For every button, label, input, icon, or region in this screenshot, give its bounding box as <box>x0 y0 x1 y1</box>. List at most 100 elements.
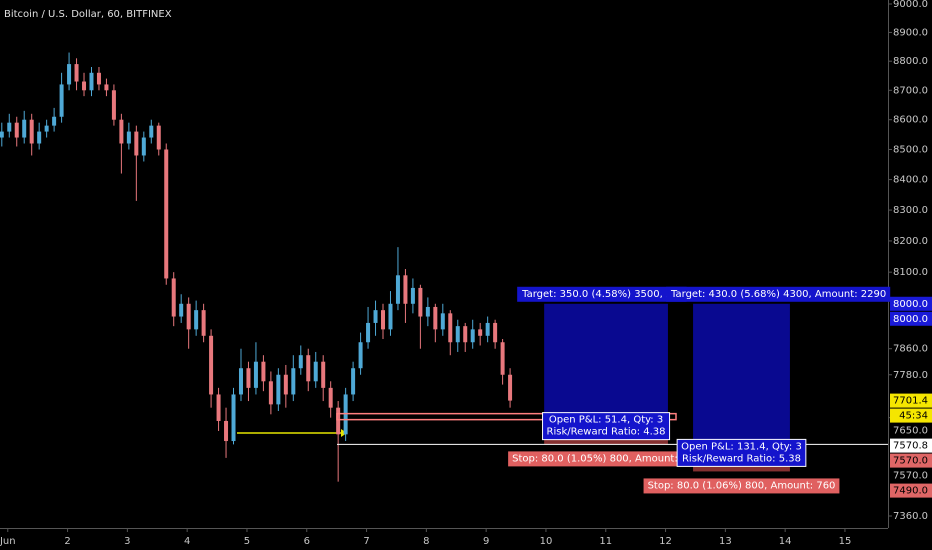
candle-body <box>478 329 483 336</box>
y-tick-label: 7650.0 <box>893 426 928 437</box>
x-tick-label: Jun <box>0 536 16 547</box>
candle-body <box>358 342 363 369</box>
pnl-label-bg <box>676 438 807 467</box>
candle-body <box>111 90 116 120</box>
profit-zone <box>544 303 668 418</box>
candle-body <box>500 342 505 375</box>
stop-label: Stop: 80.0 (1.06%) 800, Amount: 760 <box>648 480 836 491</box>
rr-label: Risk/Reward Ratio: 5.38 <box>682 453 801 464</box>
candle-body <box>455 326 460 343</box>
candle-body <box>171 278 176 317</box>
candle-body <box>283 374 288 395</box>
candle-body <box>395 275 400 304</box>
x-tick-label: 11 <box>599 536 612 547</box>
x-tick-label: 14 <box>779 536 792 547</box>
candle-body <box>96 72 101 85</box>
candle-body <box>276 374 281 405</box>
candle-body <box>291 368 296 395</box>
candle-body <box>321 361 326 388</box>
x-tick-label: 6 <box>304 536 310 547</box>
candle-body <box>493 322 498 343</box>
y-tick-label: 8400.0 <box>893 175 928 186</box>
countdown-label-bg <box>890 408 932 423</box>
y-tick-label: 7780.0 <box>893 370 928 381</box>
price-label: 7570.0 <box>893 456 928 467</box>
candle-body <box>119 119 124 144</box>
x-tick-label: 2 <box>64 536 70 547</box>
rr-label: Risk/Reward Ratio: 4.38 <box>547 427 666 438</box>
candle-body <box>29 119 34 144</box>
candle-body <box>418 287 423 317</box>
y-tick-label: 7860.0 <box>893 344 928 355</box>
chart-title: Bitcoin / U.S. Dollar, 60, BITFINEX <box>4 9 172 20</box>
candle-body <box>209 335 214 395</box>
candle-body <box>328 387 333 408</box>
candle-body <box>52 116 57 126</box>
y-tick-label: 8200.0 <box>893 236 928 247</box>
y-tick-label: 8100.0 <box>893 267 928 278</box>
candle-body <box>373 310 378 323</box>
candle-body <box>403 275 408 304</box>
candle-body <box>485 322 490 336</box>
x-tick-label: 15 <box>839 536 852 547</box>
candle-body <box>59 84 64 117</box>
x-tick-label: 7 <box>363 536 369 547</box>
price-label: 7570.8 <box>893 441 928 452</box>
candle-body <box>186 303 191 330</box>
candle-body <box>313 361 318 382</box>
price-label: 8000.0 <box>893 314 928 325</box>
y-tick-label: 7360.0 <box>893 511 928 522</box>
countdown-label: 45:34 <box>899 411 928 422</box>
candle-body <box>164 149 169 279</box>
candle-body <box>44 125 49 132</box>
candle-body <box>343 394 348 435</box>
candle-body <box>149 125 154 138</box>
candle-body <box>433 306 438 330</box>
candle-body <box>261 361 266 382</box>
y-tick-label: 8900.0 <box>893 27 928 38</box>
candle-body <box>126 131 131 144</box>
x-tick-label: 3 <box>124 536 130 547</box>
candle-body <box>14 122 19 138</box>
pnl-label: Open P&L: 131.4, Qty: 3 <box>681 441 802 452</box>
candle-body <box>463 326 468 343</box>
price-label: 7490.0 <box>893 486 928 497</box>
candle-body <box>67 64 72 85</box>
target-label: Target: 430.0 (5.68%) 4300, Amount: 2290 <box>670 289 886 300</box>
candle-body <box>104 84 109 91</box>
y-tick-label: 8600.0 <box>893 115 928 126</box>
profit-zone <box>693 303 790 445</box>
candle-body <box>141 137 146 156</box>
candle-body <box>425 306 430 317</box>
target-label-bg <box>517 286 687 302</box>
price-label-bg <box>890 453 932 468</box>
x-tick-label: 10 <box>540 536 553 547</box>
x-tick-label: 4 <box>184 536 190 547</box>
candle-body <box>351 368 356 395</box>
candle-body <box>179 303 184 317</box>
candle-body <box>74 64 79 82</box>
price-label: 7701.4 <box>893 396 928 407</box>
candle-body <box>508 374 513 401</box>
x-tick-label: 12 <box>659 536 672 547</box>
y-tick-label: 8500.0 <box>893 144 928 155</box>
candle-body <box>238 368 243 395</box>
candle-body <box>366 322 371 343</box>
pnl-label-bg <box>542 412 671 441</box>
y-tick-label: 8300.0 <box>893 205 928 216</box>
candle-body <box>224 420 229 442</box>
y-tick-label: 8800.0 <box>893 56 928 67</box>
candle-body <box>201 310 206 336</box>
candle-body <box>440 313 445 330</box>
price-label-bg <box>890 296 932 311</box>
price-label-bg <box>890 311 932 326</box>
target-label: Target: 350.0 (4.58%) 3500, Am <box>521 289 682 300</box>
candle-body <box>134 131 139 156</box>
candle-body <box>0 131 4 138</box>
candle-body <box>22 119 27 138</box>
candle-body <box>470 329 475 343</box>
candle-body <box>216 394 221 421</box>
candle-body <box>448 313 453 343</box>
candle-body <box>231 394 236 442</box>
